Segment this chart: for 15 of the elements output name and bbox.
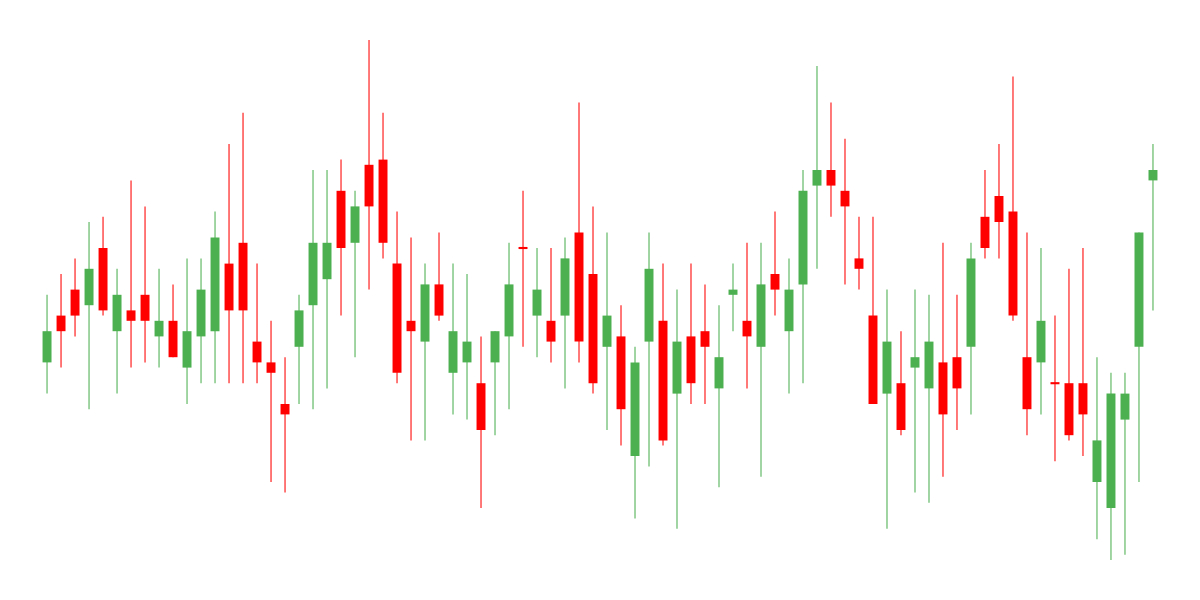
candlestick [252, 263, 262, 384]
candlestick [910, 289, 920, 493]
candlestick [854, 216, 864, 291]
candlestick [812, 65, 822, 270]
candlestick [826, 101, 836, 218]
candlestick [770, 211, 780, 317]
candlestick [280, 356, 290, 493]
candlestick [546, 247, 556, 363]
candlestick [154, 268, 164, 369]
candlestick [266, 320, 276, 483]
candlestick [1049, 315, 1061, 462]
candlestick [56, 273, 66, 369]
candlestick [406, 237, 416, 441]
candlestick [126, 179, 136, 369]
candlestick [700, 283, 710, 405]
